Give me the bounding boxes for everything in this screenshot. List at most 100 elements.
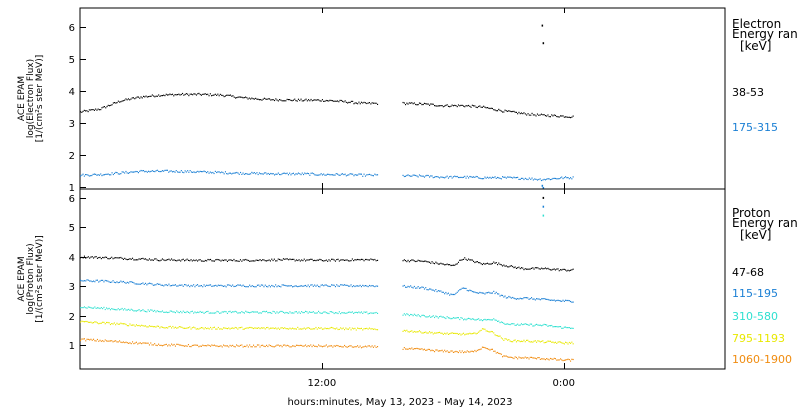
data-point <box>354 174 356 176</box>
data-point <box>350 311 352 314</box>
data-point <box>532 114 534 116</box>
data-point <box>544 267 546 269</box>
data-point <box>442 291 444 293</box>
data-point <box>108 340 110 342</box>
data-point <box>364 285 366 287</box>
data-point <box>176 327 178 329</box>
data-point <box>425 349 427 351</box>
data-point <box>259 328 261 330</box>
data-point <box>104 256 106 258</box>
data-point <box>210 284 212 286</box>
data-point <box>518 298 520 300</box>
data-point <box>340 327 342 329</box>
data-point <box>224 345 226 347</box>
data-point <box>549 357 551 360</box>
data-point <box>292 258 294 260</box>
data-point <box>355 102 357 104</box>
data-point <box>225 286 227 288</box>
data-point <box>255 97 257 99</box>
data-point <box>457 176 459 179</box>
data-point <box>282 311 284 313</box>
data-point <box>505 355 507 357</box>
data-point <box>139 170 141 172</box>
data-point <box>504 338 506 340</box>
data-point <box>420 260 422 262</box>
data-point <box>240 96 242 98</box>
data-point <box>156 259 158 261</box>
data-point <box>206 345 208 347</box>
data-point <box>570 360 572 362</box>
data-point <box>566 359 568 361</box>
data-point <box>430 332 432 334</box>
data-point <box>532 357 534 359</box>
data-point <box>204 311 206 313</box>
data-point <box>102 340 104 342</box>
data-point <box>366 285 368 287</box>
data-point <box>486 262 488 264</box>
data-point <box>245 327 247 329</box>
data-point <box>106 307 108 309</box>
data-point <box>364 175 366 177</box>
data-point <box>479 291 481 293</box>
data-point <box>445 176 447 178</box>
data-point <box>184 93 186 96</box>
data-point <box>80 321 82 323</box>
data-point <box>470 259 472 261</box>
data-point <box>91 339 93 341</box>
data-point <box>357 258 359 261</box>
data-point <box>232 284 234 286</box>
data-point <box>163 94 165 96</box>
data-point <box>193 284 195 286</box>
data-point <box>238 260 240 262</box>
data-point <box>483 319 485 321</box>
data-point <box>436 316 438 318</box>
data-point <box>147 309 149 311</box>
data-point <box>86 320 88 323</box>
spike-point <box>542 187 545 189</box>
data-point <box>301 259 303 261</box>
data-point <box>93 280 95 282</box>
data-point <box>113 322 115 324</box>
data-point <box>464 287 466 289</box>
data-point <box>256 311 258 313</box>
data-point <box>120 256 122 259</box>
data-point <box>235 172 237 174</box>
data-point <box>568 270 570 272</box>
data-point <box>127 98 129 100</box>
data-point <box>512 296 514 299</box>
data-point <box>82 257 84 259</box>
data-point <box>288 285 290 287</box>
data-point <box>572 268 574 270</box>
data-point <box>187 311 189 313</box>
data-point <box>473 260 475 262</box>
data-point <box>122 100 124 102</box>
data-point <box>514 356 516 358</box>
data-point <box>80 257 82 259</box>
data-point <box>141 324 143 326</box>
data-point <box>83 175 85 177</box>
data-point <box>544 115 546 117</box>
data-point <box>451 293 453 296</box>
data-point <box>214 93 216 95</box>
data-point <box>372 285 374 287</box>
data-point <box>345 175 347 177</box>
data-point <box>548 299 550 301</box>
data-point <box>425 287 427 289</box>
data-point <box>474 349 476 352</box>
data-point <box>488 107 490 109</box>
data-point <box>124 342 126 344</box>
data-point <box>169 285 171 287</box>
data-point <box>532 298 534 300</box>
data-point <box>312 260 314 262</box>
data-point <box>547 267 549 269</box>
data-point <box>510 111 512 113</box>
data-point <box>148 258 150 260</box>
data-point <box>158 325 160 327</box>
data-point <box>426 316 428 318</box>
data-point <box>353 175 355 177</box>
data-point <box>102 321 104 323</box>
data-point <box>562 115 564 117</box>
data-point <box>318 259 320 261</box>
data-point <box>442 333 444 335</box>
data-point <box>232 344 234 346</box>
